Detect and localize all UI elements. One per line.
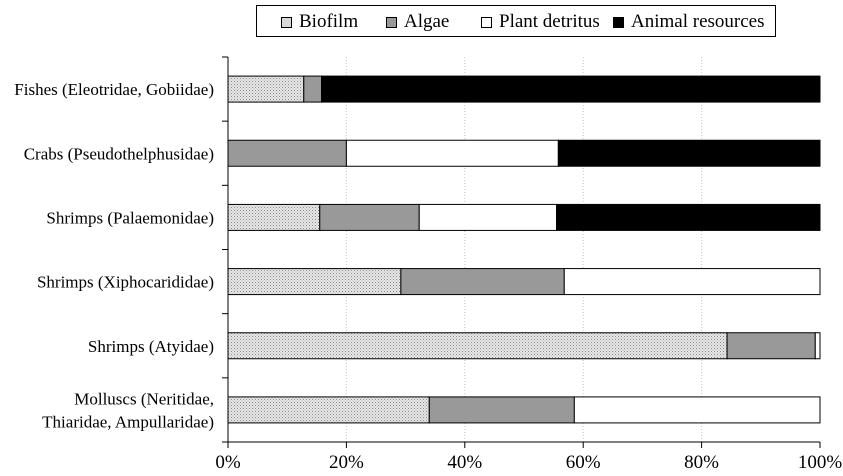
bar-biofilm [227,75,305,103]
gridlines [345,57,703,442]
legend-label-animal-resources: Animal resources [631,11,765,32]
bar-biofilm [227,396,430,424]
legend-label-plant-detritus: Plant detritus [499,11,600,32]
bar-animal-resources [321,75,821,103]
legend-item-biofilm: Biofilm [281,11,359,32]
x-tick-label: 20% [329,452,364,473]
bar-plant-detritus [573,396,821,424]
legend: Biofilm Algae Plant detritus Animal reso… [256,5,776,37]
legend-swatch-animal-resources [613,16,624,28]
legend-swatch-algae [386,16,397,28]
x-tick-label: 0% [215,452,241,473]
category-label: Molluscs (Neritidae, [74,389,214,408]
bar-algae [303,75,323,103]
legend-item-animal-resources: Animal resources [613,11,765,32]
bar-biofilm [227,332,728,360]
bar-algae [400,268,565,296]
bar-animal-resources [557,139,821,167]
bar-biofilm [227,203,321,231]
legend-swatch-biofilm [281,16,292,28]
category-label: Crabs (Pseudothelphusidae) [24,144,214,163]
category-label: Shrimps (Palaemonidae) [46,208,214,227]
legend-item-plant-detritus: Plant detritus [481,11,600,32]
bar-plant-detritus [814,332,821,360]
x-tick-label: 40% [447,452,482,473]
bar-algae [227,139,347,167]
bar-algae [726,332,816,360]
bar-plant-detritus [418,203,558,231]
bar-algae [428,396,575,424]
legend-item-algae: Algae [386,11,450,32]
x-tick-label: 80% [684,452,719,473]
bar-animal-resources [556,203,821,231]
category-label: Thiaridae, Ampullaridae) [42,412,214,431]
category-label: Shrimps (Atyidae) [88,337,214,356]
axes [222,56,821,448]
x-tick-label: 100% [798,452,843,473]
bar-algae [319,203,420,231]
bar-plant-detritus [345,139,559,167]
bar-biofilm [227,268,402,296]
bars [227,75,821,424]
category-label: Fishes (Eleotridae, Gobiidae) [14,80,214,99]
legend-swatch-plant-detritus [481,16,492,28]
legend-label-biofilm: Biofilm [299,11,359,32]
legend-label-algae: Algae [404,11,450,32]
labels: 0% 20% 40% 60% 80% 100% Fishes (Eleotridae, Go… [14,80,842,473]
bar-plant-detritus [563,268,821,296]
x-tick-label: 60% [566,452,601,473]
category-label: Shrimps (Xiphocarididae) [37,273,214,292]
